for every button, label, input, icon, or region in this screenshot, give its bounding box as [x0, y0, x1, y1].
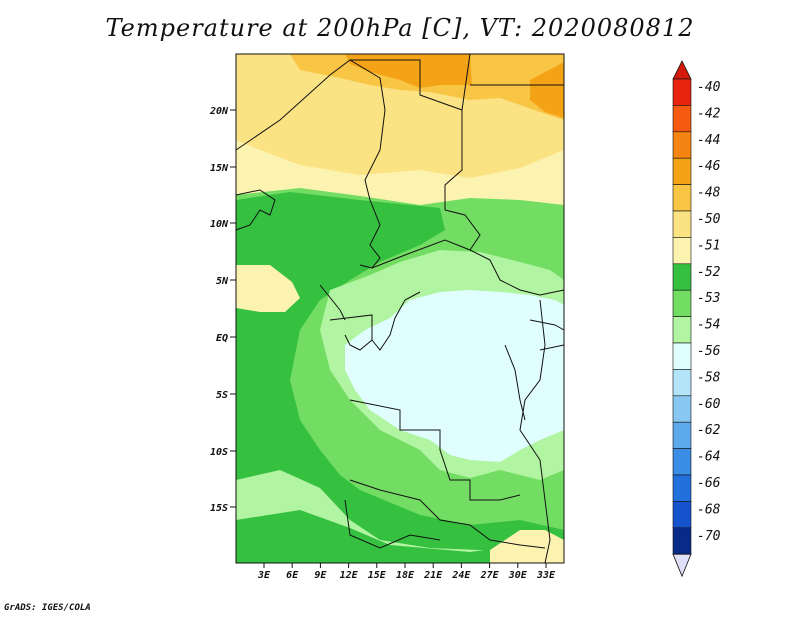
colorbar-label: -48 [697, 186, 721, 201]
colorbar-swatch [672, 342, 692, 370]
colorbar-label: -56 [697, 344, 721, 359]
lat-tick-label: 10S [210, 447, 228, 458]
border-line [319, 284, 346, 321]
field-52a [236, 192, 564, 563]
border-line [371, 239, 565, 296]
border-line [235, 189, 276, 231]
colorbar-swatch [672, 131, 692, 159]
colorbar-swatch [672, 527, 692, 555]
lon-tick-label: 24E [451, 570, 471, 581]
border-line [344, 499, 441, 549]
border-line [349, 399, 521, 501]
colorbar-label: -70 [697, 529, 721, 544]
colorbar-bottom-arrow [672, 553, 692, 578]
lon-tick-label: 6E [286, 570, 299, 581]
field-46b [530, 62, 564, 118]
lon-tick-label: 27E [480, 570, 500, 581]
colorbar-top-arrow [672, 60, 692, 80]
colorbar-label: -46 [697, 159, 721, 174]
border-line [544, 499, 551, 564]
colorbar-swatch [672, 369, 692, 397]
colorbar-label: -42 [697, 106, 721, 121]
lon-tick-label: 30E [508, 570, 528, 581]
border-line [359, 199, 381, 269]
colorbar-swatch [672, 501, 692, 529]
colorbar-label: -58 [697, 370, 721, 385]
border-line [539, 344, 565, 351]
colorbar-swatch [672, 210, 692, 238]
border-line [371, 291, 421, 351]
colorbar-label: -60 [697, 397, 721, 412]
colorbar-label: -62 [697, 423, 721, 438]
axis-ticks: 20N 15N 10N 5N EQ 5S 10S 15S 3E 6E 9E 12E 15E 18E 21E 2… [209, 106, 556, 581]
map-frame [235, 53, 565, 564]
colorbar-label: -40 [697, 80, 721, 95]
colorbar-swatch [672, 237, 692, 265]
colorbar: -40 -42 -44 -46 -48 -50 -51 -52 -53 -54 -56 -58 -60 -… [672, 60, 721, 578]
colorbar-swatch [672, 263, 692, 291]
lon-tick-label: 21E [423, 570, 443, 581]
lon-tick-label: 9E [314, 570, 327, 581]
border-line [444, 209, 481, 251]
colorbar-label: -51 [697, 238, 720, 253]
colorbar-label: -54 [697, 318, 720, 333]
colorbar-swatch [672, 395, 692, 423]
lon-tick-label: 12E [340, 570, 359, 581]
border-line [529, 319, 565, 331]
grads-credit: GrADS: IGES/COLA [4, 603, 91, 613]
field-52-south [236, 510, 564, 563]
border-line [349, 479, 546, 549]
lat-tick-label: 20N [209, 106, 229, 117]
lat-tick-label: EQ [216, 333, 228, 344]
border-line [329, 314, 373, 351]
colorbar-label: -44 [697, 133, 720, 148]
lon-tick-label: 15E [368, 570, 387, 581]
lon-tick-label: 18E [396, 570, 415, 581]
lat-tick-label: 5N [216, 276, 229, 287]
colorbar-swatch [672, 474, 692, 502]
colorbar-label: -52 [697, 265, 721, 280]
colorbar-swatch [672, 78, 692, 106]
colorbar-label: -64 [697, 450, 720, 465]
colorbar-swatch [672, 289, 692, 317]
colorbar-swatch [672, 105, 692, 133]
lat-tick-label: 10N [210, 219, 229, 230]
field-46a [345, 54, 472, 88]
field-48 [290, 54, 564, 120]
border-line [519, 299, 546, 501]
lon-tick-label: 3E [257, 570, 271, 581]
border-line [235, 59, 386, 201]
colorbar-swatch [672, 184, 692, 212]
lon-tick-label: 33E [536, 570, 556, 581]
field-51-se [490, 530, 564, 563]
colorbar-label: -53 [697, 291, 720, 306]
colorbar-label: -50 [697, 212, 721, 227]
lat-tick-label: 15N [210, 163, 229, 174]
colorbar-swatch [672, 421, 692, 449]
border-line [461, 53, 471, 111]
lat-tick-label: 15S [210, 503, 228, 514]
field-51-gulf [236, 265, 300, 312]
colorbar-swatch [672, 157, 692, 185]
chart-title: Temperature at 200hPa [C], VT: 202008081… [105, 14, 695, 42]
lat-tick-label: 5S [216, 390, 228, 401]
colorbar-swatch [672, 448, 692, 476]
country-borders [235, 53, 565, 564]
border-line [504, 344, 526, 421]
colorbar-label: -68 [697, 502, 721, 517]
colorbar-label: -66 [697, 476, 721, 491]
colorbar-swatch [672, 316, 692, 344]
